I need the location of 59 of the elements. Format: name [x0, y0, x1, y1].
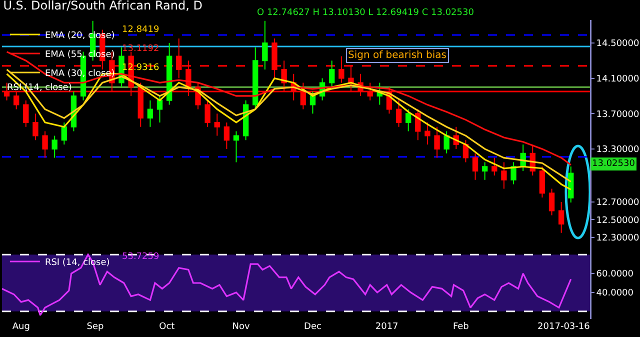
candlestick — [492, 157, 498, 176]
candlestick — [214, 113, 220, 136]
y-tick-label: 13.70000 — [596, 110, 640, 120]
y-tick-label: 12.50000 — [596, 216, 640, 226]
candlestick — [42, 130, 48, 158]
legend-label: EMA (20, close) — [44, 31, 115, 42]
candlestick — [166, 42, 172, 106]
candlestick — [52, 135, 58, 158]
x-tick-label: 2017-03-16 — [538, 322, 590, 332]
candlestick — [310, 91, 316, 114]
text: 13.02530 — [592, 159, 636, 169]
candlestick — [32, 113, 38, 141]
candlestick — [23, 100, 29, 128]
x-tick-label: Oct — [159, 322, 176, 332]
candlestick — [262, 20, 268, 70]
annotation: Sign of bearish bias — [348, 50, 447, 61]
x-tick-label: Feb — [452, 322, 470, 332]
line-series — [6, 51, 572, 166]
y-tick-label: 40.0000 — [596, 288, 634, 299]
candlestick — [329, 60, 335, 88]
y-tick-label: 12.30000 — [596, 233, 640, 244]
y-tick-label: 14.50000 — [596, 39, 640, 50]
candlestick — [147, 100, 154, 128]
candlestick — [233, 130, 240, 163]
candlestick — [472, 152, 478, 180]
candlestick — [415, 108, 421, 141]
y-tick-label: 14.10000 — [596, 74, 640, 84]
x-tick-label: 2017 — [375, 322, 398, 332]
candlestick — [424, 122, 430, 146]
candlestick — [396, 100, 402, 128]
chart-title: U.S. Dollar/South African Rand, D — [3, 0, 202, 13]
candlestick — [156, 95, 163, 123]
candlestick — [510, 162, 516, 185]
candlestick — [224, 122, 230, 150]
annotation: 12.8419 — [122, 25, 160, 35]
candlestick — [406, 108, 412, 132]
x-tick-label: Dec — [304, 322, 322, 332]
candlestick — [434, 126, 440, 158]
x-tick-label: Nov — [232, 322, 250, 332]
candlestick — [462, 140, 469, 163]
y-tick-label: 12.70000 — [596, 198, 640, 208]
candlestick — [482, 162, 488, 180]
candlestick — [558, 201, 564, 234]
text: O 12.74627 H 13.10130 L 12.69419 C 13.02530 — [257, 8, 474, 18]
candlestick — [204, 100, 210, 128]
annotation: 53.7259 — [122, 252, 160, 262]
candlestick — [568, 166, 574, 203]
candlestick — [548, 188, 555, 216]
annotation: 13.1192 — [122, 44, 160, 54]
x-tick-label: Aug — [12, 322, 30, 332]
candlestick — [252, 46, 258, 110]
candlestick — [501, 162, 507, 190]
candlestick — [444, 130, 450, 154]
y-tick-label: 13.30000 — [596, 145, 640, 156]
y-tick-label: 60.0000 — [596, 270, 634, 280]
candlestick — [539, 166, 546, 198]
candlestick — [338, 56, 344, 84]
candlestick — [61, 122, 67, 146]
x-tick-label: Sep — [86, 322, 104, 332]
